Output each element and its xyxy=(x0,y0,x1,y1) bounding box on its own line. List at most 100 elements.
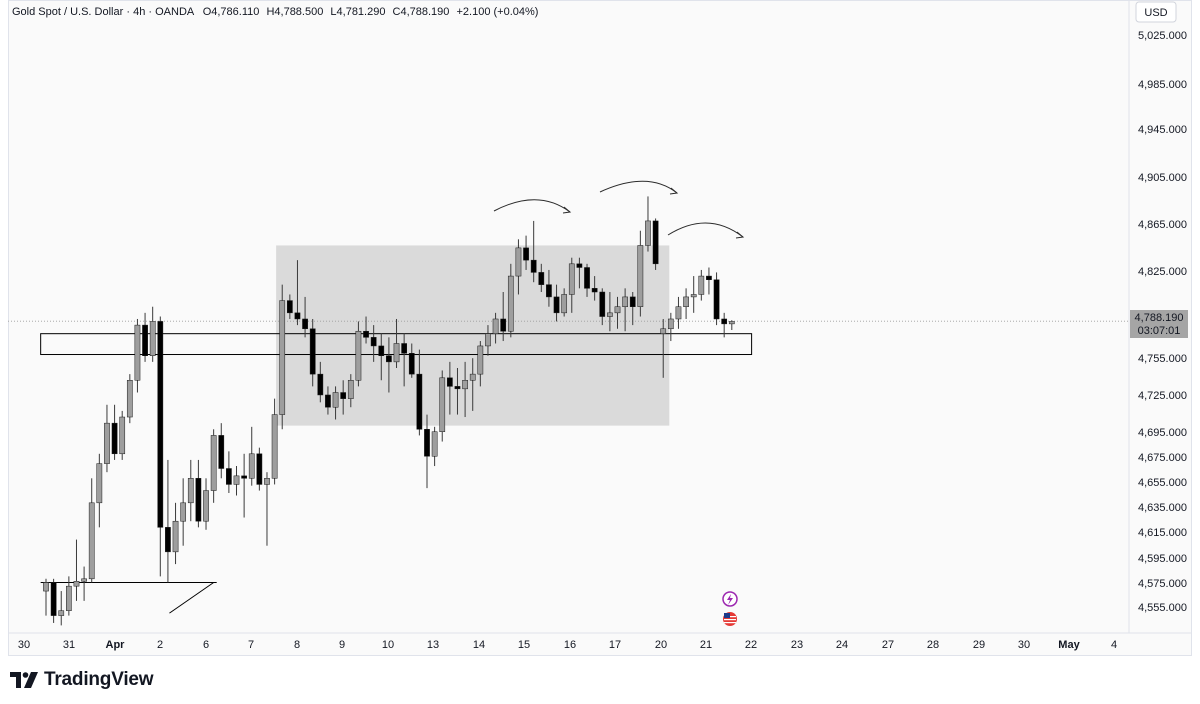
time-axis[interactable]: 30 31 Apr 2 6 7 8 9 10 13 14 15 16 17 20 21 22 23 24 27 28 29… xyxy=(18,639,1117,651)
candle-body xyxy=(607,312,613,317)
candle xyxy=(355,321,362,387)
x-tick-label: 30 xyxy=(1018,639,1030,651)
candle-body xyxy=(675,306,682,320)
price-axis[interactable]: 5,025.000 4,985.000 4,945.000 4,905.000 4,86… xyxy=(1138,30,1187,614)
candle-body xyxy=(203,490,209,522)
candle-body xyxy=(96,463,103,504)
arc-arrow-3[interactable] xyxy=(667,222,745,239)
candle-body xyxy=(492,318,499,334)
candle xyxy=(652,218,659,270)
ohlc-legend: Gold Spot / U.S. Dollar · 4h · OANDA O4,… xyxy=(12,6,538,18)
candle-body xyxy=(553,296,560,314)
currency-button[interactable] xyxy=(1135,1,1177,23)
candle-body xyxy=(370,337,377,347)
candle xyxy=(698,269,705,301)
y-tick-label: 4,865.000 xyxy=(1138,219,1187,231)
candle xyxy=(126,374,133,424)
x-tick-label: 8 xyxy=(294,639,300,651)
candle-body xyxy=(515,247,522,277)
candle xyxy=(675,296,682,329)
candle-body xyxy=(469,373,476,381)
candle-body xyxy=(622,296,628,307)
x-tick-label: 7 xyxy=(248,639,254,651)
candle xyxy=(431,426,438,467)
last-price-label: 4,788.190 xyxy=(1135,312,1184,324)
y-tick-label: 4,635.000 xyxy=(1138,502,1187,514)
candle-body xyxy=(485,333,491,347)
candle xyxy=(73,539,80,601)
chart-canvas[interactable]: Gold Spot / U.S. Dollar · 4h · OANDA O4,… xyxy=(8,0,1192,656)
x-tick-label: 23 xyxy=(791,639,803,651)
candle xyxy=(111,404,118,460)
candle-body xyxy=(210,435,217,491)
candle-body xyxy=(378,345,385,356)
legend-symbol: Gold Spot / U.S. Dollar xyxy=(12,6,124,18)
candle xyxy=(683,288,689,319)
candle xyxy=(614,296,621,329)
arc-arrow-1[interactable] xyxy=(493,199,572,214)
trend-diagonal[interactable] xyxy=(169,582,214,614)
candle xyxy=(43,578,49,616)
candle-body xyxy=(271,414,278,479)
lightning-icon[interactable] xyxy=(722,591,738,607)
arc-arrow-2[interactable] xyxy=(599,180,679,195)
candle xyxy=(507,263,514,338)
candle xyxy=(416,349,423,436)
candle-body xyxy=(546,284,552,298)
candle xyxy=(256,447,263,491)
candle xyxy=(142,312,148,362)
candle xyxy=(477,341,484,387)
candle xyxy=(302,296,308,338)
candle-body xyxy=(462,380,468,390)
candle xyxy=(233,466,240,496)
candle xyxy=(538,263,545,293)
candle xyxy=(195,459,202,528)
us-flag-icon[interactable] xyxy=(723,612,737,626)
candle-body xyxy=(538,272,545,285)
candle xyxy=(401,333,407,387)
candle xyxy=(309,318,316,387)
candle-body xyxy=(279,300,286,415)
candle-body xyxy=(66,585,72,611)
candle xyxy=(523,235,529,270)
candle-body xyxy=(309,328,316,375)
candle xyxy=(157,316,164,577)
candle-body xyxy=(660,328,667,334)
candle-body xyxy=(172,520,179,553)
candle xyxy=(119,410,126,460)
candle-body xyxy=(690,294,697,298)
candle xyxy=(347,374,354,408)
x-tick-label: 16 xyxy=(564,639,576,651)
candle-body xyxy=(111,422,118,455)
x-tick-label: 6 xyxy=(203,639,209,651)
candle xyxy=(241,453,247,518)
candle-body xyxy=(180,502,187,522)
candle xyxy=(226,451,232,494)
candle xyxy=(66,576,72,616)
footer-brand: TradingView xyxy=(10,667,154,693)
candle xyxy=(378,333,385,381)
candle xyxy=(58,591,65,626)
candle xyxy=(286,294,293,319)
candle-body xyxy=(401,343,407,354)
candle xyxy=(264,472,270,546)
candle-body xyxy=(393,343,400,363)
legend-close: C4,788.190 xyxy=(393,6,450,18)
arc-path xyxy=(599,180,678,194)
y-tick-label: 4,945.000 xyxy=(1138,124,1187,136)
candle-body xyxy=(286,300,293,314)
candle xyxy=(370,325,377,362)
candle-body xyxy=(386,355,392,363)
candle-body xyxy=(645,220,651,246)
y-tick-label: 4,555.000 xyxy=(1138,602,1187,614)
candle-body xyxy=(165,527,171,553)
x-tick-label: 29 xyxy=(973,639,985,651)
candle xyxy=(576,257,583,289)
candle-body xyxy=(599,291,606,317)
candle-body xyxy=(477,345,484,375)
x-tick-label: 27 xyxy=(882,639,894,651)
candle xyxy=(645,196,651,252)
y-tick-label: 5,025.000 xyxy=(1138,30,1187,42)
candle xyxy=(203,478,209,530)
candle-body xyxy=(408,353,415,375)
